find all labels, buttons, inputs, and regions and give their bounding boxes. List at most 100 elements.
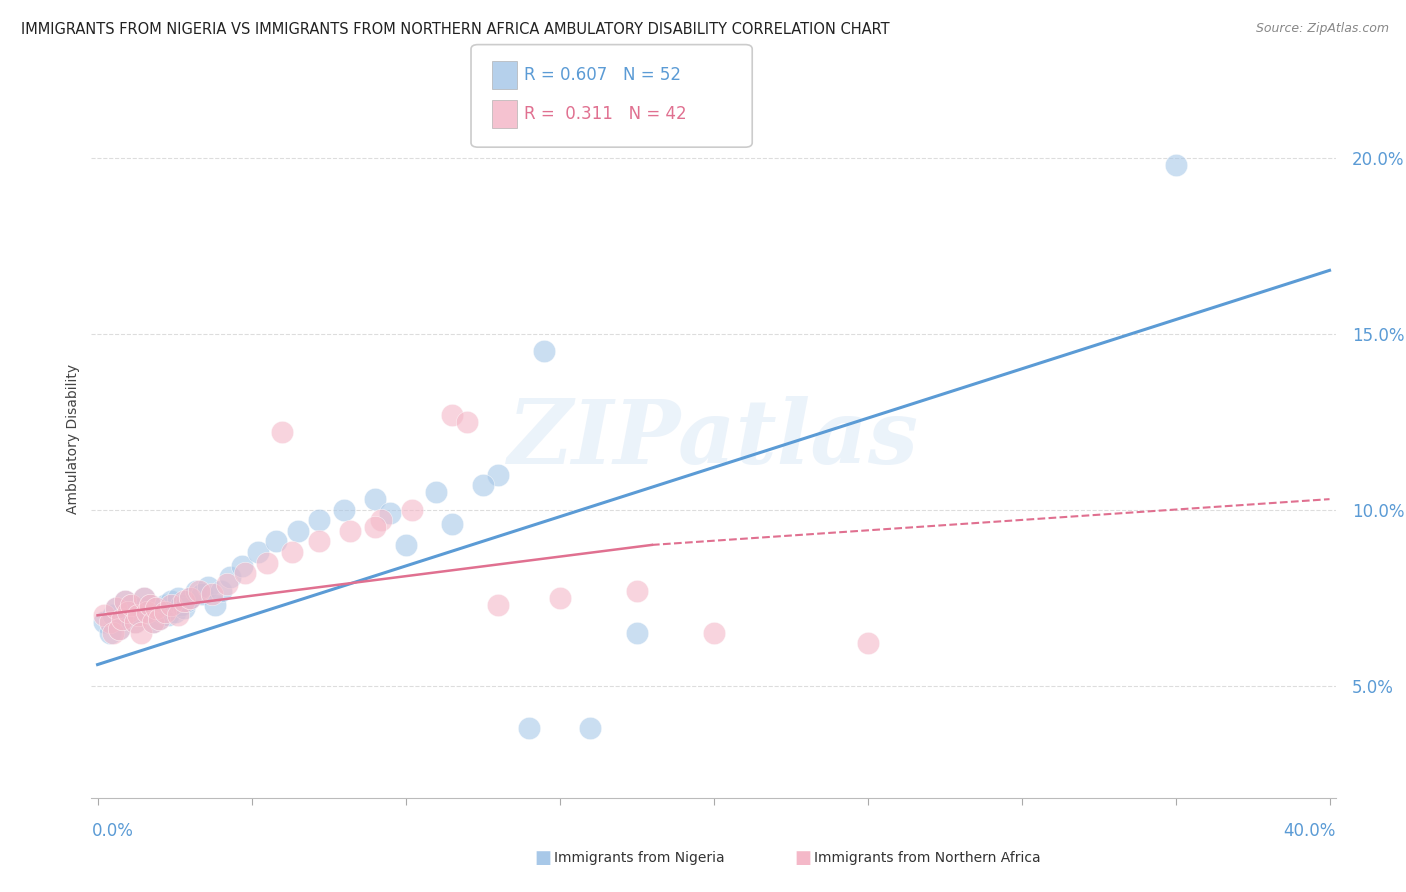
- Point: [93, 615, 115, 630]
- Point: [124, 615, 146, 630]
- Point: [280, 545, 302, 559]
- Text: ■: ■: [534, 849, 551, 867]
- Point: [271, 425, 294, 440]
- Point: [179, 591, 201, 605]
- Point: [129, 626, 152, 640]
- Point: [120, 598, 142, 612]
- Point: [148, 612, 170, 626]
- Point: [166, 608, 188, 623]
- Point: [215, 576, 238, 591]
- Point: [170, 598, 193, 612]
- Point: [548, 591, 571, 605]
- Text: IMMIGRANTS FROM NIGERIA VS IMMIGRANTS FROM NORTHERN AFRICA AMBULATORY DISABILITY: IMMIGRANTS FROM NIGERIA VS IMMIGRANTS FR…: [21, 22, 890, 37]
- Point: [703, 626, 725, 640]
- Point: [135, 605, 157, 619]
- Point: [440, 408, 463, 422]
- Point: [579, 721, 602, 735]
- Point: [101, 608, 124, 623]
- Point: [98, 615, 121, 630]
- Point: [108, 623, 131, 637]
- Point: [339, 524, 361, 538]
- Text: 40.0%: 40.0%: [1284, 822, 1336, 840]
- Point: [333, 502, 356, 516]
- Point: [370, 513, 392, 527]
- Point: [101, 626, 124, 640]
- Point: [166, 591, 188, 605]
- Point: [394, 538, 416, 552]
- Point: [626, 583, 648, 598]
- Text: Immigrants from Northern Africa: Immigrants from Northern Africa: [814, 851, 1040, 865]
- Point: [142, 615, 165, 630]
- Point: [486, 598, 509, 612]
- Text: 0.0%: 0.0%: [91, 822, 134, 840]
- Point: [364, 492, 387, 507]
- Point: [117, 605, 139, 619]
- Point: [184, 583, 207, 598]
- Point: [150, 605, 173, 619]
- Point: [856, 636, 879, 650]
- Text: R = 0.607   N = 52: R = 0.607 N = 52: [524, 66, 682, 84]
- Point: [401, 502, 423, 516]
- Point: [132, 591, 155, 605]
- Point: [173, 601, 195, 615]
- Point: [176, 594, 198, 608]
- Point: [191, 587, 214, 601]
- Point: [179, 591, 201, 605]
- Point: [308, 534, 330, 549]
- Point: [160, 598, 183, 612]
- Point: [209, 583, 232, 598]
- Point: [148, 612, 170, 626]
- Point: [135, 605, 157, 619]
- Point: [114, 594, 136, 608]
- Point: [626, 626, 648, 640]
- Point: [111, 612, 134, 626]
- Point: [93, 608, 115, 623]
- Point: [155, 598, 177, 612]
- Point: [533, 344, 555, 359]
- Point: [114, 594, 136, 608]
- Point: [287, 524, 309, 538]
- Point: [235, 566, 257, 580]
- Point: [145, 601, 167, 615]
- Point: [517, 721, 540, 735]
- Point: [132, 591, 155, 605]
- Point: [105, 601, 128, 615]
- Point: [163, 605, 186, 619]
- Point: [160, 594, 183, 608]
- Point: [440, 516, 463, 531]
- Point: [127, 608, 149, 623]
- Point: [105, 601, 128, 615]
- Point: [127, 608, 149, 623]
- Point: [364, 520, 387, 534]
- Point: [124, 615, 146, 630]
- Point: [204, 598, 226, 612]
- Point: [219, 569, 242, 583]
- Point: [471, 478, 494, 492]
- Point: [155, 605, 177, 619]
- Point: [256, 556, 278, 570]
- Text: R =  0.311   N = 42: R = 0.311 N = 42: [524, 105, 688, 123]
- Text: Immigrants from Nigeria: Immigrants from Nigeria: [554, 851, 724, 865]
- Point: [129, 601, 152, 615]
- Point: [308, 513, 330, 527]
- Point: [1164, 158, 1187, 172]
- Point: [378, 506, 401, 520]
- Point: [108, 623, 131, 637]
- Text: Source: ZipAtlas.com: Source: ZipAtlas.com: [1256, 22, 1389, 36]
- Point: [117, 605, 139, 619]
- Point: [139, 598, 162, 612]
- Point: [197, 580, 219, 594]
- Point: [145, 601, 167, 615]
- Point: [98, 626, 121, 640]
- Point: [200, 587, 222, 601]
- Point: [142, 615, 165, 630]
- Point: [120, 598, 142, 612]
- Point: [231, 559, 253, 574]
- Point: [111, 612, 134, 626]
- Point: [139, 598, 162, 612]
- Point: [425, 485, 447, 500]
- Point: [456, 415, 478, 429]
- Point: [157, 608, 180, 623]
- Y-axis label: Ambulatory Disability: Ambulatory Disability: [66, 364, 80, 515]
- Text: ■: ■: [794, 849, 811, 867]
